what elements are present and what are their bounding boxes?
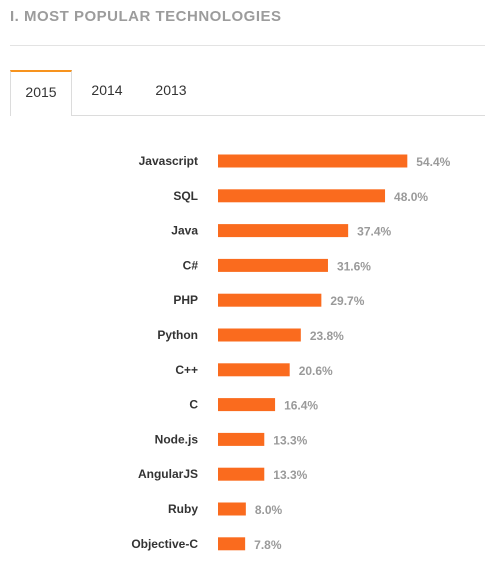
bar-cpp	[218, 363, 290, 377]
popular-technologies-bar-chart: Javascript 54.4% SQL 48.0% Java 37.4% C# 31.6% P…	[131, 154, 450, 552]
value-label-sql: 48.0%	[394, 190, 428, 204]
bar-php	[218, 293, 322, 307]
category-label-ruby: Ruby	[168, 502, 198, 516]
year-tabs: 2015 2014 2013	[10, 70, 485, 116]
category-label-objective-c: Objective-C	[131, 537, 198, 551]
value-label-ruby: 8.0%	[255, 503, 283, 517]
value-label-angularjs: 13.3%	[273, 468, 307, 482]
tab-2013[interactable]: 2013	[155, 82, 187, 98]
value-label-node-js: 13.3%	[273, 433, 307, 447]
tabs-divider	[10, 115, 485, 116]
bar-java	[218, 224, 349, 238]
category-label-angularjs: AngularJS	[138, 467, 198, 481]
tab-2015[interactable]: 2015	[10, 70, 72, 116]
category-label-c-sharp: C#	[183, 258, 199, 272]
category-label-php: PHP	[173, 293, 198, 307]
section-title: I. MOST POPULAR TECHNOLOGIES	[10, 8, 282, 25]
tab-2014[interactable]: 2014	[91, 82, 123, 98]
value-label-java: 37.4%	[357, 225, 391, 239]
value-label-objective-c: 7.8%	[254, 538, 282, 552]
value-label-c-sharp: 31.6%	[337, 259, 371, 273]
bar-c-sharp	[218, 258, 328, 272]
bar-ruby	[218, 502, 246, 516]
bar-javascript	[218, 154, 408, 168]
bar-python	[218, 328, 301, 342]
value-label-c: 16.4%	[284, 399, 318, 413]
category-label-python: Python	[157, 328, 198, 342]
value-label-php: 29.7%	[330, 294, 364, 308]
bar-c	[218, 398, 276, 412]
category-label-node-js: Node.js	[155, 432, 199, 446]
category-label-cpp: C++	[175, 363, 198, 377]
category-label-c: C	[189, 398, 198, 412]
bar-objective-c	[218, 537, 246, 551]
category-label-java: Java	[171, 224, 198, 238]
bar-angularjs	[218, 467, 265, 481]
value-label-python: 23.8%	[310, 329, 344, 343]
category-label-sql: SQL	[173, 189, 198, 203]
title-divider	[10, 45, 485, 46]
category-label-javascript: Javascript	[139, 154, 198, 168]
value-label-cpp: 20.6%	[299, 364, 333, 378]
value-label-javascript: 54.4%	[416, 155, 450, 169]
bar-sql	[218, 189, 386, 203]
bar-node-js	[218, 432, 265, 446]
